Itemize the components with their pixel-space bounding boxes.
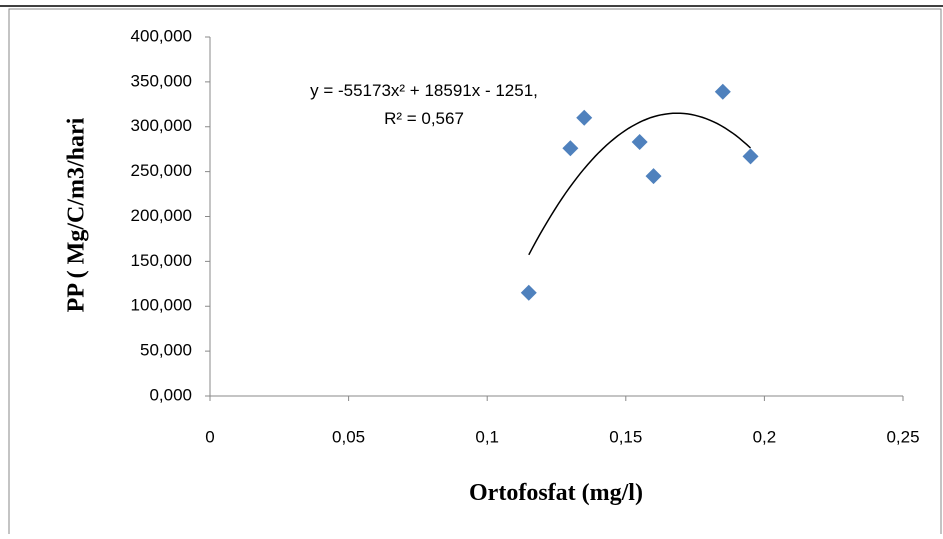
data-point <box>576 109 593 126</box>
x-tick-label: 0,05 <box>332 427 365 446</box>
x-tick-label: 0,2 <box>753 427 777 446</box>
y-tick-label: 150,000 <box>131 251 192 270</box>
data-point <box>562 140 579 157</box>
trendline-equation: y = -55173x² + 18591x - 1251, <box>310 81 538 100</box>
data-point <box>714 83 731 100</box>
x-tick-label: 0,1 <box>475 427 499 446</box>
y-tick-label: 0,000 <box>149 385 192 404</box>
y-tick-label: 100,000 <box>131 296 192 315</box>
x-tick-label: 0,15 <box>609 427 642 446</box>
y-axis-title: PP ( Mg/C/m3/hari <box>64 117 90 312</box>
x-tick-label: 0,25 <box>886 427 919 446</box>
trendline <box>528 112 752 256</box>
y-tick-label: 200,000 <box>131 206 192 225</box>
data-point <box>742 148 759 165</box>
y-tick-label: 250,000 <box>131 161 192 180</box>
x-axis-title: Ortofosfat (mg/l) <box>469 480 643 506</box>
data-point <box>631 134 648 151</box>
trendline-r-squared: R² = 0,567 <box>384 109 464 128</box>
y-tick-label: 350,000 <box>131 71 192 90</box>
y-tick-label: 400,000 <box>131 26 192 45</box>
chart-frame <box>8 8 942 539</box>
y-tick-label: 50,000 <box>140 341 192 360</box>
data-point <box>645 168 662 185</box>
data-point <box>520 284 537 301</box>
y-tick-label: 300,000 <box>131 116 192 135</box>
x-tick-label: 0 <box>205 427 214 446</box>
